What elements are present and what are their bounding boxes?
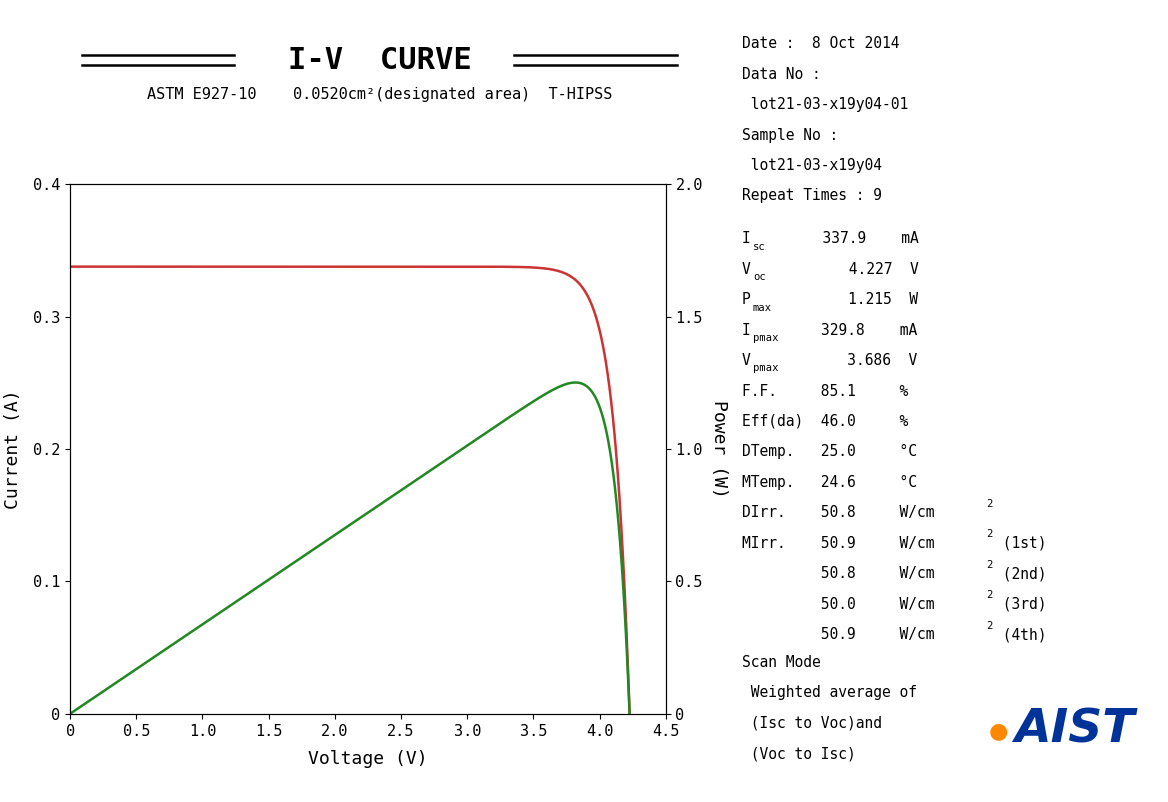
Text: P: P [742, 292, 750, 307]
Text: Repeat Times : 9: Repeat Times : 9 [742, 188, 882, 204]
Text: (2nd): (2nd) [994, 566, 1047, 581]
Text: 50.0     W/cm: 50.0 W/cm [742, 597, 934, 612]
Text: 1.215  W: 1.215 W [778, 292, 918, 307]
Text: 3.686  V: 3.686 V [786, 353, 918, 368]
Text: 2: 2 [986, 499, 992, 509]
Text: V: V [742, 353, 750, 368]
Text: 50.8     W/cm: 50.8 W/cm [742, 566, 934, 581]
Text: 337.9    mA: 337.9 mA [770, 231, 918, 246]
Y-axis label: Current (A): Current (A) [4, 389, 22, 509]
Text: 2: 2 [986, 621, 992, 631]
Text: pmax: pmax [752, 333, 778, 343]
Text: Eff(da)  46.0     %: Eff(da) 46.0 % [742, 414, 908, 429]
Text: (Isc to Voc)and: (Isc to Voc)and [742, 715, 882, 731]
Text: (Voc to Isc): (Voc to Isc) [742, 746, 855, 761]
Text: 2: 2 [986, 529, 992, 540]
Text: ●: ● [989, 722, 1008, 741]
X-axis label: Voltage (V): Voltage (V) [308, 750, 427, 768]
Text: I-V  CURVE: I-V CURVE [287, 46, 472, 75]
Text: (4th): (4th) [994, 627, 1047, 642]
Text: Sample No :: Sample No : [742, 128, 837, 143]
Text: 2: 2 [986, 560, 992, 570]
Text: F.F.     85.1     %: F.F. 85.1 % [742, 383, 908, 399]
Text: Scan Mode: Scan Mode [742, 654, 820, 670]
Text: (1st): (1st) [994, 536, 1047, 551]
Text: (3rd): (3rd) [994, 597, 1047, 612]
Text: lot21-03-x19y04-01: lot21-03-x19y04-01 [742, 97, 908, 112]
Text: Weighted average of: Weighted average of [742, 685, 917, 700]
Text: Data No :: Data No : [742, 67, 820, 82]
Text: 4.227  V: 4.227 V [770, 261, 918, 277]
Text: 2: 2 [986, 590, 992, 601]
Text: Date :  8 Oct 2014: Date : 8 Oct 2014 [742, 36, 899, 51]
Text: MTemp.   24.6     °C: MTemp. 24.6 °C [742, 475, 917, 490]
Text: I: I [742, 322, 750, 338]
Text: max: max [752, 302, 772, 313]
Text: oc: oc [752, 272, 765, 282]
Text: AIST: AIST [1014, 707, 1135, 752]
Text: lot21-03-x19y04: lot21-03-x19y04 [742, 158, 882, 173]
Text: MIrr.    50.9     W/cm: MIrr. 50.9 W/cm [742, 536, 934, 551]
Text: DTemp.   25.0     °C: DTemp. 25.0 °C [742, 444, 917, 460]
Text: V: V [742, 261, 750, 277]
Y-axis label: Power (W): Power (W) [710, 400, 728, 498]
Text: 329.8    mA: 329.8 mA [786, 322, 918, 338]
Text: ASTM E927-10    0.0520cm²(designated area)  T-HIPSS: ASTM E927-10 0.0520cm²(designated area) … [147, 87, 612, 102]
Text: pmax: pmax [752, 363, 778, 374]
Text: 50.9     W/cm: 50.9 W/cm [742, 627, 934, 642]
Text: I: I [742, 231, 750, 246]
Text: DIrr.    50.8     W/cm: DIrr. 50.8 W/cm [742, 505, 934, 520]
Text: sc: sc [752, 241, 765, 252]
